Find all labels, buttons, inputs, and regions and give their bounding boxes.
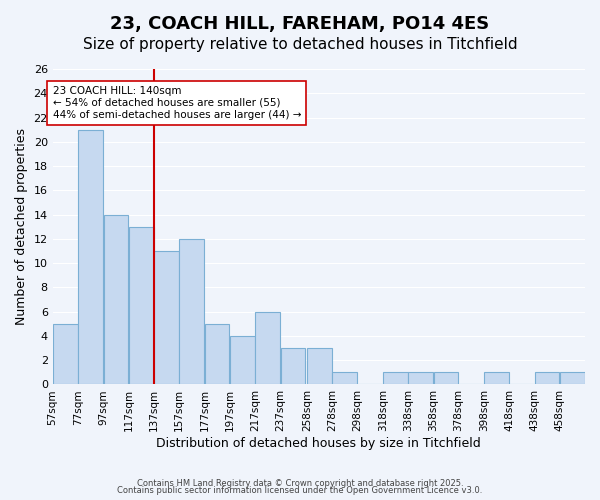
Bar <box>332 372 357 384</box>
Bar <box>281 348 305 385</box>
Bar <box>255 312 280 384</box>
Bar <box>78 130 103 384</box>
Text: Contains HM Land Registry data © Crown copyright and database right 2025.: Contains HM Land Registry data © Crown c… <box>137 478 463 488</box>
Text: 23, COACH HILL, FAREHAM, PO14 4ES: 23, COACH HILL, FAREHAM, PO14 4ES <box>110 15 490 33</box>
Bar <box>205 324 229 384</box>
Text: Size of property relative to detached houses in Titchfield: Size of property relative to detached ho… <box>83 38 517 52</box>
Text: Contains public sector information licensed under the Open Government Licence v3: Contains public sector information licen… <box>118 486 482 495</box>
Bar <box>129 226 154 384</box>
Bar <box>307 348 332 385</box>
Y-axis label: Number of detached properties: Number of detached properties <box>15 128 28 325</box>
Text: 23 COACH HILL: 140sqm
← 54% of detached houses are smaller (55)
44% of semi-deta: 23 COACH HILL: 140sqm ← 54% of detached … <box>53 86 301 120</box>
Bar <box>104 214 128 384</box>
Bar <box>434 372 458 384</box>
Bar <box>383 372 407 384</box>
Bar <box>53 324 77 384</box>
X-axis label: Distribution of detached houses by size in Titchfield: Distribution of detached houses by size … <box>157 437 481 450</box>
Bar <box>484 372 509 384</box>
Bar <box>230 336 254 384</box>
Bar <box>535 372 559 384</box>
Bar <box>560 372 584 384</box>
Bar <box>179 239 204 384</box>
Bar <box>154 251 179 384</box>
Bar <box>408 372 433 384</box>
